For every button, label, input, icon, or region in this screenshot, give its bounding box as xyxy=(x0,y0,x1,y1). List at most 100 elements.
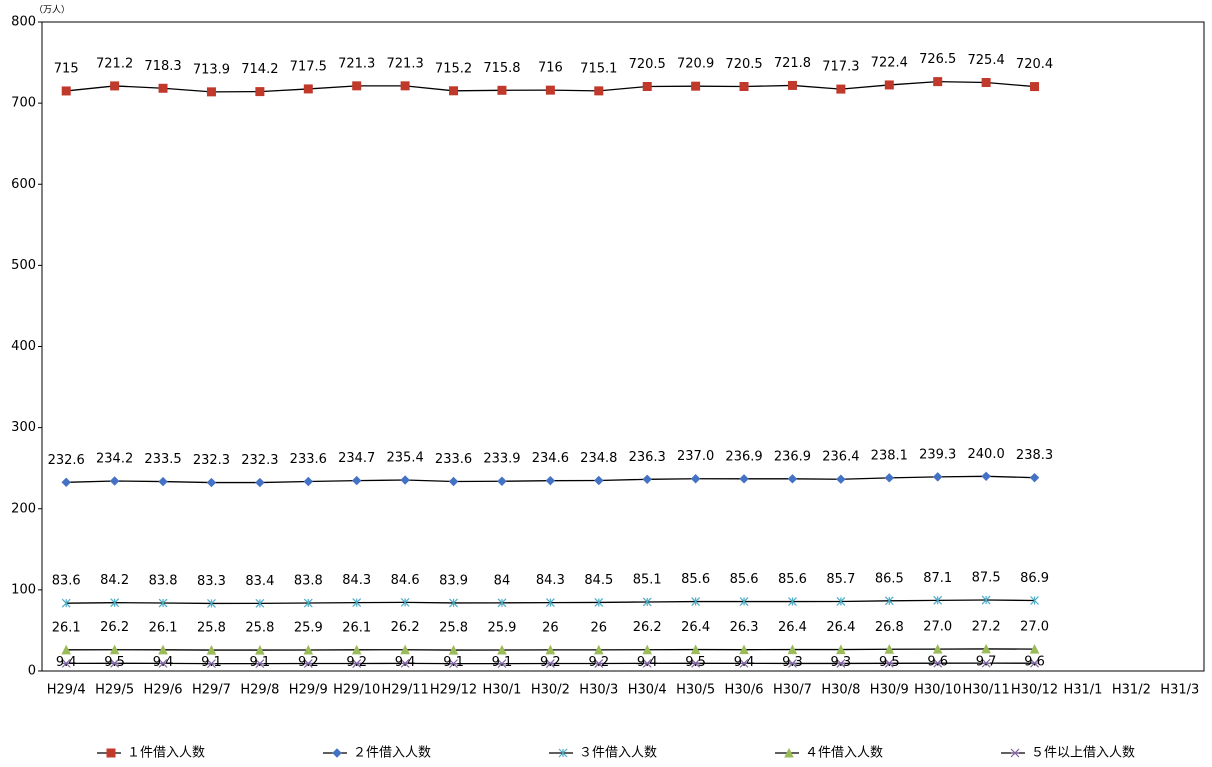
x-tick-label: H30/10 xyxy=(914,683,961,698)
data-label: 26.2 xyxy=(633,620,662,635)
data-label: 713.9 xyxy=(193,62,230,77)
data-point xyxy=(739,81,749,91)
x-tick-label: H30/6 xyxy=(725,683,764,698)
data-label: 9.4 xyxy=(56,655,77,670)
x-tick-label: H29/6 xyxy=(144,683,183,698)
data-label: 720.4 xyxy=(1016,57,1053,72)
data-point xyxy=(61,477,71,488)
data-point xyxy=(448,644,459,655)
data-point xyxy=(836,84,846,94)
data-point xyxy=(1030,82,1040,92)
data-point xyxy=(400,475,410,485)
data-label: 721.3 xyxy=(338,56,375,71)
data-label: 716 xyxy=(538,61,563,76)
x-tick-label: H30/8 xyxy=(821,683,860,698)
data-point xyxy=(351,644,362,655)
x-tick-label: H31/2 xyxy=(1112,683,1151,698)
data-label: 9.2 xyxy=(346,655,367,670)
data-point xyxy=(497,476,507,486)
data-label: 234.6 xyxy=(532,451,569,466)
data-label: 9.6 xyxy=(1024,655,1045,670)
y-tick-label: 800 xyxy=(11,15,36,30)
x-tick-label: H30/9 xyxy=(870,683,909,698)
legend-label: ２件借入人数 xyxy=(353,746,431,761)
x-tick-label: H31/1 xyxy=(1063,683,1102,698)
data-label: 232.6 xyxy=(48,453,85,468)
data-label: 25.9 xyxy=(487,620,516,635)
x-tick-label: H29/7 xyxy=(192,683,231,698)
y-tick-label: 300 xyxy=(11,420,36,435)
x-tick-label: H30/4 xyxy=(628,683,667,698)
data-label: 9.7 xyxy=(976,655,997,670)
data-label: 715 xyxy=(54,61,79,76)
data-point xyxy=(836,474,846,484)
data-label: 84.2 xyxy=(100,573,129,588)
x-tick-label: H30/1 xyxy=(482,683,521,698)
x-tick-label: H30/12 xyxy=(1011,683,1058,698)
data-label: 9.2 xyxy=(540,655,561,670)
data-label: 25.8 xyxy=(197,621,226,636)
x-tick-label: H29/8 xyxy=(240,683,279,698)
data-point xyxy=(303,644,314,655)
data-point xyxy=(158,476,168,487)
data-label: 85.1 xyxy=(633,572,662,587)
data-point xyxy=(352,475,362,486)
data-point xyxy=(303,84,313,94)
data-point xyxy=(449,659,458,669)
data-label: 83.4 xyxy=(245,574,274,589)
data-label: 84.3 xyxy=(536,573,565,588)
data-point xyxy=(497,644,507,655)
data-point xyxy=(255,477,265,488)
data-point xyxy=(836,597,846,606)
data-point xyxy=(206,477,217,488)
data-point xyxy=(884,80,894,90)
x-tick-label: H30/5 xyxy=(676,683,715,698)
data-point xyxy=(1029,472,1040,483)
data-point xyxy=(61,658,71,668)
data-label: 9.6 xyxy=(927,655,948,670)
data-label: 25.8 xyxy=(439,621,468,636)
data-point xyxy=(352,659,362,668)
data-point xyxy=(981,643,991,654)
data-point xyxy=(158,83,168,93)
data-point xyxy=(448,476,459,487)
data-label: 232.3 xyxy=(241,453,278,468)
data-label: 25.9 xyxy=(294,620,323,635)
data-label: 725.4 xyxy=(968,53,1005,68)
data-point xyxy=(739,597,749,606)
data-point xyxy=(594,86,604,96)
data-label: 717.3 xyxy=(822,60,859,75)
data-point xyxy=(690,644,701,655)
data-label: 84 xyxy=(494,573,511,588)
data-label: 26.1 xyxy=(52,620,81,635)
data-label: 84.5 xyxy=(584,573,613,588)
data-label: 234.7 xyxy=(338,451,375,466)
data-point xyxy=(739,644,749,655)
data-point xyxy=(449,86,459,96)
data-label: 9.4 xyxy=(637,655,658,670)
data-point xyxy=(642,658,652,668)
data-label: 722.4 xyxy=(871,55,908,70)
legend-label: ５件以上借入人数 xyxy=(1031,746,1135,761)
data-label: 26.3 xyxy=(730,620,759,635)
data-point xyxy=(642,644,653,655)
data-label: 26.2 xyxy=(391,620,420,635)
data-point xyxy=(255,87,265,97)
data-point xyxy=(788,659,797,668)
x-tick-label: H30/3 xyxy=(579,683,618,698)
data-label: 26.1 xyxy=(149,620,178,635)
legend-marker xyxy=(106,748,116,758)
data-label: 85.7 xyxy=(826,572,855,587)
data-label: 9.5 xyxy=(104,655,125,670)
data-label: 83.8 xyxy=(149,574,178,589)
data-point xyxy=(787,474,798,484)
data-label: 721.3 xyxy=(387,56,424,71)
legend-marker xyxy=(332,748,342,758)
data-point xyxy=(61,644,72,655)
x-tick-label: H30/11 xyxy=(963,683,1010,698)
data-label: 26.8 xyxy=(875,620,904,635)
data-point xyxy=(400,597,410,607)
data-label: 87.5 xyxy=(972,571,1001,586)
data-label: 715.2 xyxy=(435,61,472,76)
